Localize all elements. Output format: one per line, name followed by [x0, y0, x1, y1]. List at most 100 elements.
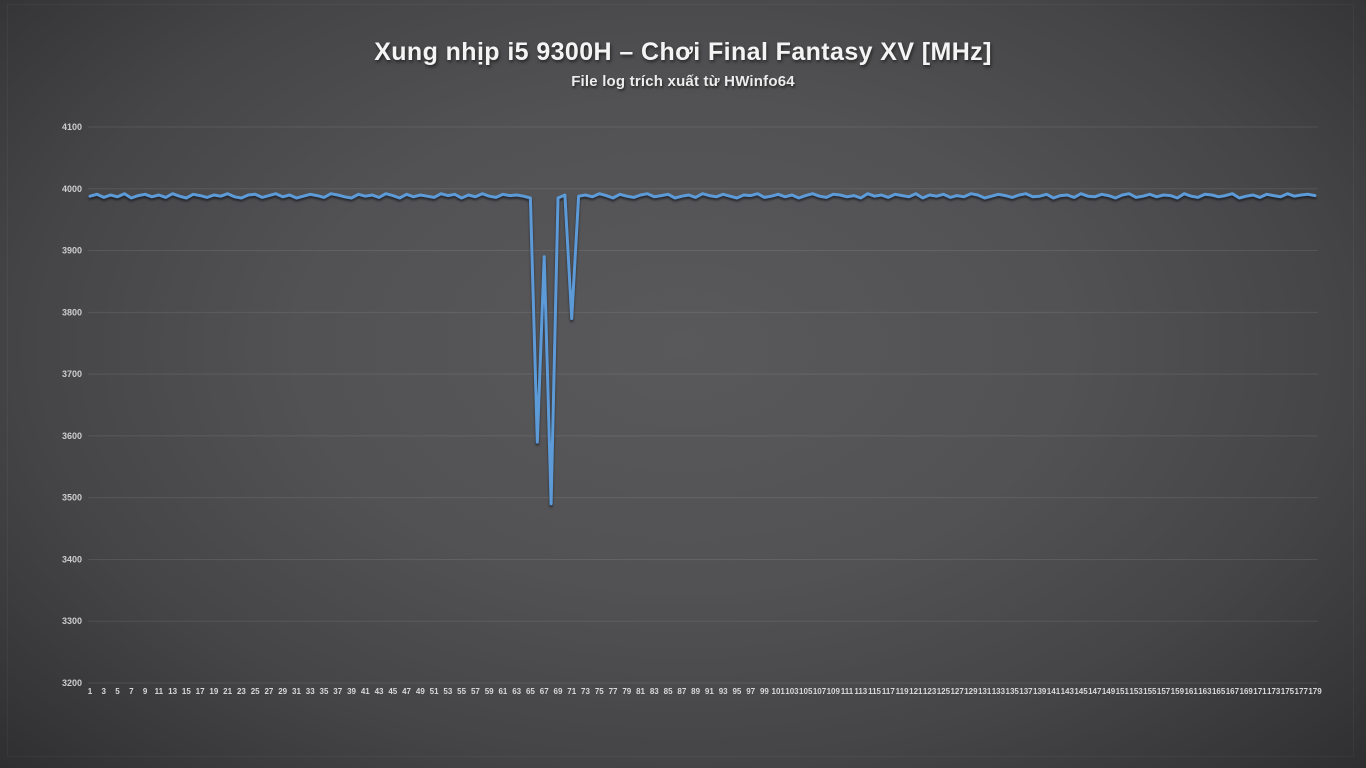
y-tick-label: 3800 — [62, 307, 82, 317]
x-tick-label: 55 — [457, 687, 466, 696]
x-tick-label: 109 — [827, 687, 841, 696]
x-tick-label: 163 — [1198, 687, 1212, 696]
x-tick-label: 115 — [868, 687, 881, 696]
x-tick-label: 85 — [664, 687, 673, 696]
x-tick-label: 175 — [1281, 687, 1295, 696]
x-tick-label: 111 — [841, 687, 854, 696]
x-tick-label: 69 — [554, 687, 563, 696]
x-tick-label: 143 — [1061, 687, 1075, 696]
x-tick-label: 95 — [732, 687, 741, 696]
y-tick-label: 3900 — [62, 246, 82, 256]
x-tick-label: 33 — [306, 687, 315, 696]
x-tick-label: 125 — [937, 687, 951, 696]
chart-subtitle: File log trích xuất từ HWinfo64 — [571, 73, 795, 90]
x-tick-label: 15 — [182, 687, 191, 696]
x-tick-label: 137 — [1019, 687, 1033, 696]
x-tick-label: 153 — [1129, 687, 1143, 696]
y-tick-label: 3200 — [62, 678, 82, 688]
x-tick-label: 87 — [677, 687, 686, 696]
x-tick-label: 145 — [1074, 687, 1088, 696]
x-tick-label: 59 — [485, 687, 494, 696]
x-tick-label: 21 — [223, 687, 232, 696]
x-tick-label: 149 — [1102, 687, 1116, 696]
x-tick-label: 141 — [1047, 687, 1061, 696]
x-tick-label: 133 — [992, 687, 1006, 696]
x-tick-label: 89 — [691, 687, 700, 696]
gridlines — [88, 126, 1318, 684]
x-tick-label: 5 — [115, 687, 120, 696]
x-tick-label: 35 — [320, 687, 329, 696]
x-tick-label: 165 — [1212, 687, 1226, 696]
y-tick-label: 3600 — [62, 431, 82, 441]
x-tick-label: 123 — [923, 687, 937, 696]
x-tick-label: 23 — [237, 687, 246, 696]
x-tick-label: 51 — [430, 687, 439, 696]
x-tick-label: 61 — [498, 687, 507, 696]
x-tick-label: 31 — [292, 687, 301, 696]
x-tick-label: 73 — [581, 687, 590, 696]
y-tick-label: 3300 — [62, 616, 82, 626]
x-tick-label: 19 — [209, 687, 218, 696]
chart-title: Xung nhịp i5 9300H – Chơi Final Fantasy … — [374, 38, 992, 66]
x-tick-label: 147 — [1088, 687, 1102, 696]
x-tick-label: 167 — [1226, 687, 1240, 696]
x-tick-label: 25 — [251, 687, 260, 696]
x-tick-label: 79 — [622, 687, 631, 696]
x-axis-tick-labels: 1 3 5 7 9 11 13 15 17 19 21 23 25 27 29 31 33 35 37 39 41 43 4… — [88, 687, 1322, 696]
x-tick-label: 3 — [102, 687, 107, 696]
y-axis-tick-labels: 4100 4000 3900 3800 3700 3600 3500 3400 3300 3200 — [62, 122, 82, 688]
x-tick-label: 117 — [882, 687, 895, 696]
x-tick-label: 179 — [1308, 687, 1322, 696]
x-tick-label: 77 — [609, 687, 618, 696]
x-tick-label: 101 — [772, 687, 786, 696]
x-tick-label: 53 — [443, 687, 452, 696]
x-tick-label: 113 — [854, 687, 867, 696]
y-tick-label: 4000 — [62, 184, 82, 194]
x-tick-label: 39 — [347, 687, 356, 696]
x-tick-label: 151 — [1116, 687, 1130, 696]
x-tick-label: 121 — [909, 687, 923, 696]
x-tick-label: 57 — [471, 687, 480, 696]
x-tick-label: 11 — [155, 687, 164, 696]
x-tick-label: 103 — [785, 687, 799, 696]
x-tick-label: 83 — [650, 687, 659, 696]
x-tick-label: 169 — [1240, 687, 1254, 696]
x-tick-label: 47 — [402, 687, 411, 696]
x-tick-label: 37 — [333, 687, 342, 696]
x-tick-label: 13 — [168, 687, 177, 696]
x-tick-label: 157 — [1157, 687, 1171, 696]
cpu-clock-series-line — [88, 192, 1317, 506]
x-tick-label: 177 — [1295, 687, 1309, 696]
x-tick-label: 7 — [129, 687, 134, 696]
x-tick-label: 49 — [416, 687, 425, 696]
x-tick-label: 43 — [375, 687, 384, 696]
y-tick-label: 3400 — [62, 554, 82, 564]
x-tick-label: 173 — [1267, 687, 1281, 696]
x-tick-label: 91 — [705, 687, 714, 696]
x-tick-label: 131 — [978, 687, 992, 696]
y-tick-label: 4100 — [62, 122, 82, 132]
x-tick-label: 161 — [1184, 687, 1198, 696]
series-group — [88, 192, 1317, 506]
x-tick-label: 129 — [964, 687, 978, 696]
x-tick-label: 99 — [760, 687, 769, 696]
x-tick-label: 67 — [540, 687, 549, 696]
x-tick-label: 29 — [278, 687, 287, 696]
x-tick-label: 71 — [567, 687, 576, 696]
x-tick-label: 65 — [526, 687, 535, 696]
x-tick-label: 45 — [388, 687, 397, 696]
x-tick-label: 1 — [88, 687, 93, 696]
x-tick-label: 93 — [719, 687, 728, 696]
x-tick-label: 27 — [264, 687, 273, 696]
x-tick-label: 159 — [1171, 687, 1185, 696]
x-tick-label: 75 — [595, 687, 604, 696]
x-tick-label: 139 — [1033, 687, 1047, 696]
x-tick-label: 105 — [799, 687, 813, 696]
x-tick-label: 81 — [636, 687, 645, 696]
x-tick-label: 63 — [512, 687, 521, 696]
x-tick-label: 9 — [143, 687, 148, 696]
x-tick-label: 127 — [950, 687, 964, 696]
x-tick-label: 17 — [196, 687, 205, 696]
x-tick-label: 41 — [361, 687, 370, 696]
